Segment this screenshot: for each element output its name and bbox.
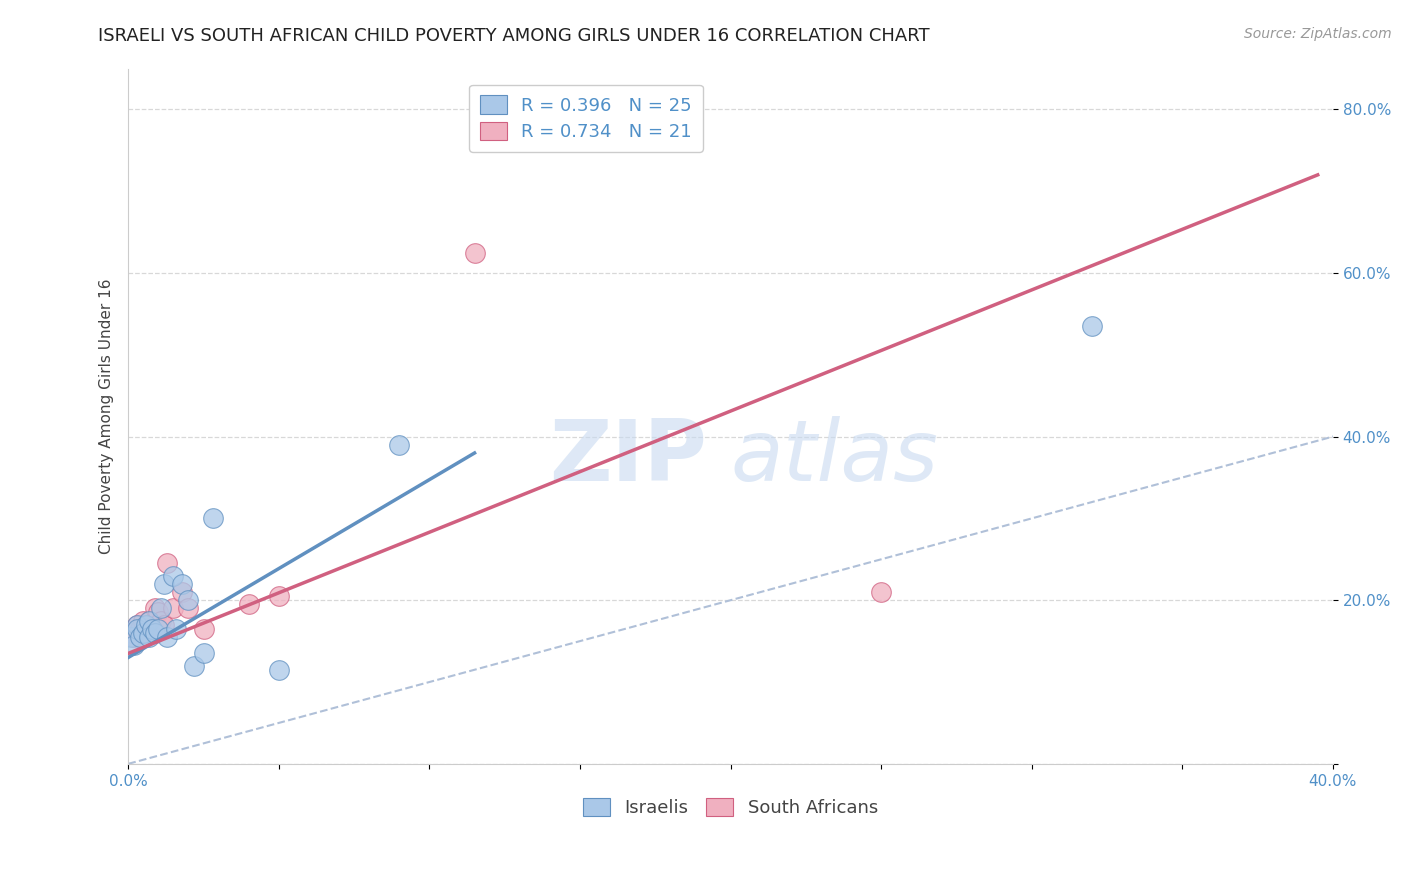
Y-axis label: Child Poverty Among Girls Under 16: Child Poverty Among Girls Under 16	[100, 278, 114, 554]
Point	[135, 626, 157, 640]
Point	[127, 622, 149, 636]
Point	[135, 617, 157, 632]
Point	[238, 597, 260, 611]
Point	[122, 638, 145, 652]
Point	[127, 617, 149, 632]
Point	[193, 622, 215, 636]
Point	[193, 647, 215, 661]
Point	[870, 585, 893, 599]
Point	[1081, 319, 1104, 334]
Point	[153, 577, 176, 591]
Point	[120, 626, 142, 640]
Point	[138, 630, 160, 644]
Point	[129, 622, 152, 636]
Point	[156, 557, 179, 571]
Point	[148, 606, 170, 620]
Text: Source: ZipAtlas.com: Source: ZipAtlas.com	[1244, 27, 1392, 41]
Point	[153, 617, 176, 632]
Text: ZIP: ZIP	[548, 417, 706, 500]
Point	[201, 511, 224, 525]
Point	[172, 585, 194, 599]
Point	[177, 601, 200, 615]
Point	[172, 577, 194, 591]
Point	[148, 622, 170, 636]
Point	[141, 622, 163, 636]
Text: ISRAELI VS SOUTH AFRICAN CHILD POVERTY AMONG GIRLS UNDER 16 CORRELATION CHART: ISRAELI VS SOUTH AFRICAN CHILD POVERTY A…	[98, 27, 929, 45]
Point	[122, 630, 145, 644]
Point	[132, 626, 155, 640]
Point	[138, 614, 160, 628]
Point	[150, 614, 173, 628]
Point	[138, 614, 160, 628]
Point	[141, 622, 163, 636]
Point	[162, 568, 184, 582]
Point	[129, 630, 152, 644]
Point	[120, 630, 142, 644]
Legend: Israelis, South Africans: Israelis, South Africans	[575, 790, 886, 824]
Point	[388, 438, 411, 452]
Point	[150, 601, 173, 615]
Point	[143, 626, 166, 640]
Point	[143, 601, 166, 615]
Point	[165, 622, 187, 636]
Point	[127, 617, 149, 632]
Point	[156, 630, 179, 644]
Point	[267, 663, 290, 677]
Point	[132, 614, 155, 628]
Point	[177, 593, 200, 607]
Point	[183, 658, 205, 673]
Point	[267, 589, 290, 603]
Point	[464, 245, 486, 260]
Text: atlas: atlas	[731, 417, 939, 500]
Point	[162, 601, 184, 615]
